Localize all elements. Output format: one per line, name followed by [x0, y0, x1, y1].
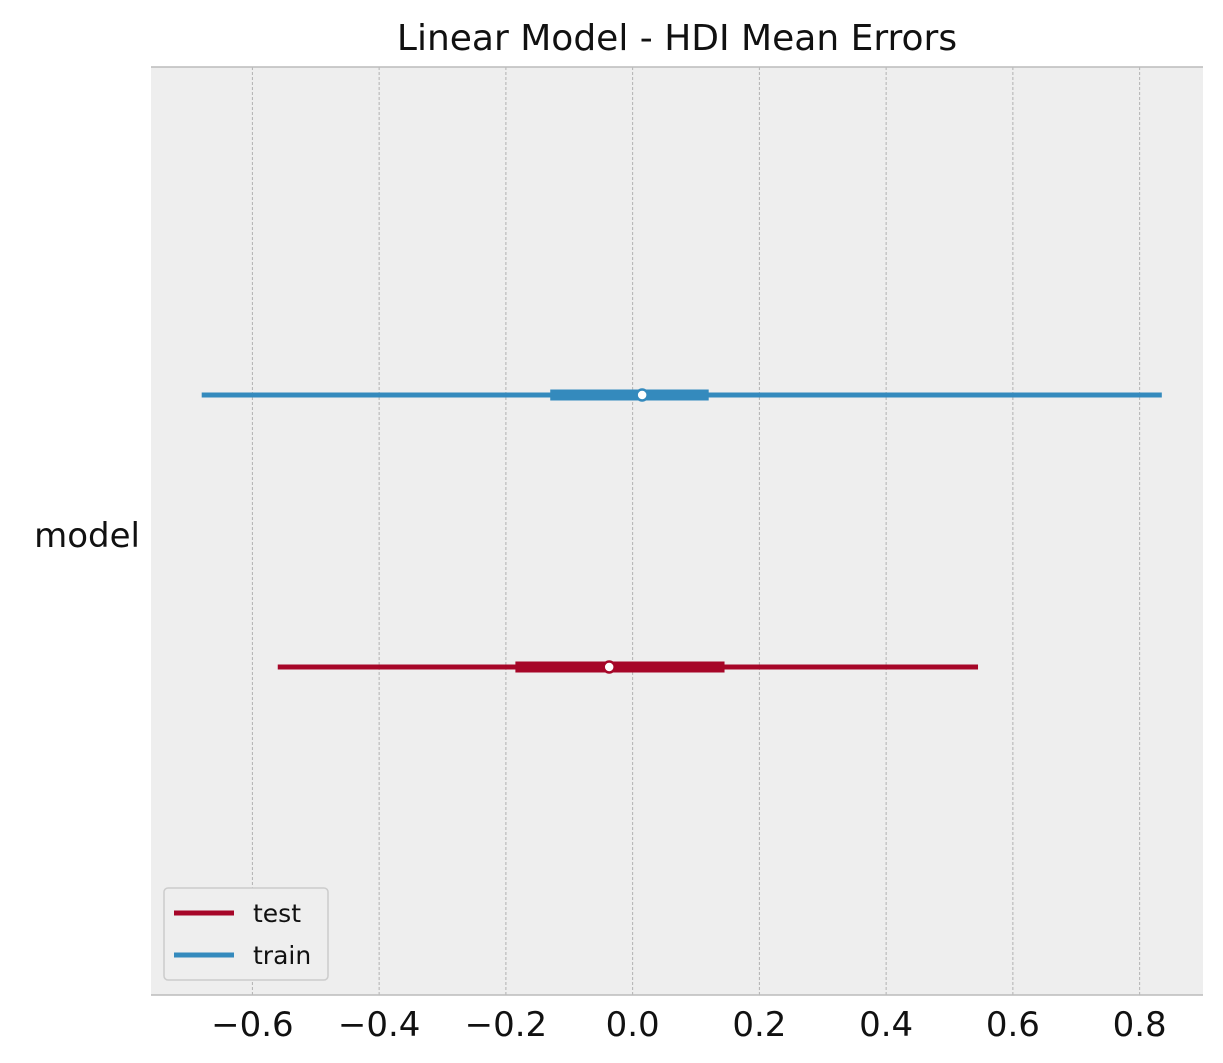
x-tick-label: 0.8	[1113, 1005, 1167, 1045]
plot-area-background	[151, 67, 1203, 995]
chart-title: Linear Model - HDI Mean Errors	[397, 18, 957, 59]
x-tick-label: 0.0	[606, 1005, 660, 1045]
x-tick-label: 0.2	[732, 1005, 786, 1045]
x-tick-label: 0.4	[859, 1005, 913, 1045]
series-test	[277, 660, 979, 674]
row-labels: model	[34, 516, 140, 556]
legend-label-train: train	[253, 941, 311, 970]
x-tick-label: 0.6	[986, 1005, 1040, 1045]
legend-label-test: test	[253, 899, 301, 928]
x-tick-label: −0.4	[338, 1005, 421, 1045]
x-axis-ticks: −0.6 −0.4 −0.2 0.0 0.2 0.4 0.6 0.8	[211, 1005, 1167, 1045]
legend: test train	[163, 887, 329, 981]
point-estimate-test	[602, 660, 616, 674]
hdi-intervals	[201, 388, 1162, 674]
legend-entries: test train	[174, 899, 311, 970]
point-estimate-train	[635, 388, 649, 402]
x-tick-label: −0.2	[465, 1005, 548, 1045]
row-label: model	[34, 516, 140, 556]
series-train	[201, 388, 1162, 402]
x-tick-label: −0.6	[211, 1005, 294, 1045]
